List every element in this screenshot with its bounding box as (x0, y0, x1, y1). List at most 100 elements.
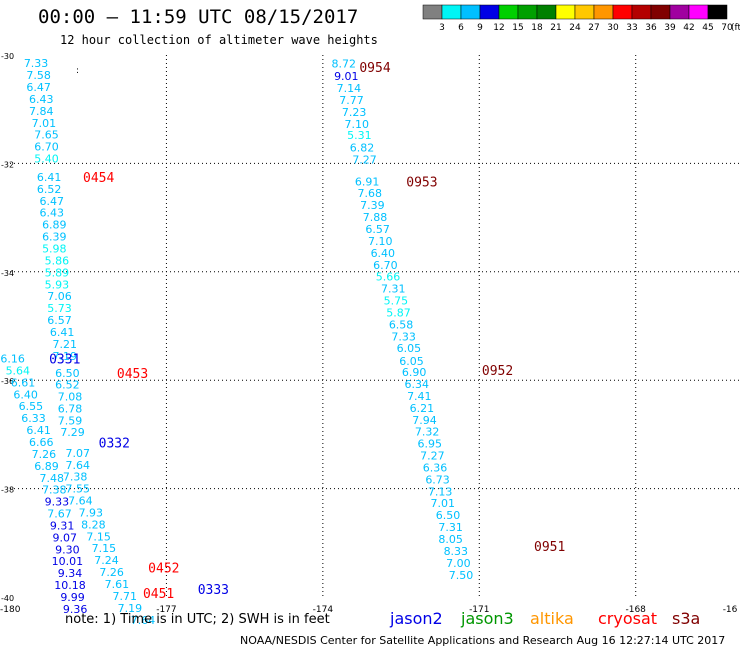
color-swatch (479, 4, 500, 20)
wave-height-value: 7.06 (47, 290, 72, 303)
satellite-jason2: jason2 (390, 609, 443, 628)
wave-height-value: 6.40 (371, 247, 396, 260)
color-swatch (688, 4, 709, 20)
color-scale-label: 45 (702, 23, 713, 33)
wave-height-value: 8.33 (444, 545, 469, 558)
wave-height-value: 6.43 (39, 207, 64, 220)
wave-height-value: 6.47 (39, 195, 64, 208)
color-scale-unit: (ft) (731, 23, 740, 33)
wave-height-value: 9.33 (45, 496, 70, 509)
pass-time-label: 0954 (359, 61, 390, 76)
x-tick-label: -177 (156, 605, 176, 615)
y-tick-label: -36 (1, 377, 14, 386)
wave-height-value: 7.94 (412, 414, 437, 427)
color-scale-label: 39 (664, 23, 676, 33)
color-scale-label: 24 (569, 23, 581, 33)
x-tick-label: -180 (0, 605, 21, 615)
wave-height-value: 7.21 (53, 338, 78, 351)
axes: -30 -32 -34 -36 -38 -40 -180 -177 -174 -171 -168 -1… (0, 52, 738, 615)
pass-time-label: 0454 (83, 171, 114, 186)
wave-height-value: 6.95 (418, 438, 443, 451)
wave-height-value: 7.29 (60, 426, 85, 439)
wave-height-value: 5.73 (47, 302, 72, 315)
wave-height-value: 5.87 (386, 306, 411, 319)
chart-title: 00:00 – 11:59 UTC 08/15/2017 (38, 6, 359, 28)
color-scale-label: 6 (458, 23, 464, 33)
wave-height-value: 6.78 (58, 402, 83, 415)
pass-time-label: 0332 (99, 437, 130, 452)
color-scale-label: 36 (645, 23, 657, 33)
wave-height-value: 6.70 (373, 259, 398, 272)
pass-time-labels: 0954 0953 0952 0951 0454 0453 0452 0451 0331 0332… (49, 61, 565, 602)
color-scale-label: 70 (721, 23, 733, 33)
wave-height-value: 7.84 (29, 105, 54, 118)
wave-height-value: 7.71 (112, 590, 137, 603)
color-swatch (612, 4, 633, 20)
wave-height-value: 7.15 (92, 542, 117, 555)
wave-height-value: 7.31 (438, 521, 463, 534)
wave-height-value: 5.40 (34, 153, 59, 166)
wave-height-value: 6.91 (355, 175, 380, 188)
pass-time-label: 0333 (198, 583, 229, 598)
wave-height-value: 5.66 (376, 271, 401, 284)
wave-height-value: 9.01 (334, 70, 359, 83)
wave-height-value: 7.23 (342, 106, 367, 119)
wave-height-value: 7.15 (86, 530, 111, 543)
wave-height-value: 6.41 (26, 424, 51, 437)
x-tick-label: -174 (313, 605, 334, 615)
color-scale-label: 33 (626, 23, 637, 33)
wave-height-value: 6.73 (425, 473, 450, 486)
wave-height-value: 7.00 (446, 557, 471, 570)
wave-height-value: 7.10 (345, 118, 370, 131)
color-swatch (498, 4, 519, 20)
wave-height-value: 7.38 (63, 471, 88, 484)
color-scale-label: 18 (531, 23, 543, 33)
wave-height-value: 6.82 (350, 142, 375, 155)
wave-height-value: 5.64 (6, 364, 31, 377)
color-swatch (669, 4, 690, 20)
wave-height-value: 6.50 (55, 367, 80, 380)
wave-height-value: 7.26 (32, 448, 57, 461)
wave-height-value: 7.58 (26, 69, 51, 82)
satellite-cryosat: cryosat (598, 609, 658, 628)
color-swatch (441, 4, 462, 20)
wave-height-value: 7.10 (368, 235, 393, 248)
satellite-altika: altika (530, 609, 574, 628)
wave-height-value: 5.93 (45, 278, 70, 291)
wave-height-value: 6.40 (13, 388, 38, 401)
wave-height-value: 6.57 (365, 223, 390, 236)
wave-height-value: 7.67 (47, 508, 72, 521)
color-scale-label: 12 (493, 23, 504, 33)
wave-height-value: 6.70 (34, 141, 59, 154)
wave-height-value: 7.39 (360, 199, 385, 212)
wave-height-points: 8.729.017.147.777.237.105.316.827.276.91… (0, 57, 473, 627)
color-swatch (422, 4, 443, 20)
color-scale-label: 9 (477, 23, 483, 33)
wave-height-value: 6.16 (0, 353, 25, 366)
chart-subtitle: 12 hour collection of altimeter wave hei… (60, 33, 378, 47)
wave-height-value: 7.01 (32, 117, 57, 130)
wave-height-value: 9.34 (58, 567, 83, 580)
stray-mark: : (76, 66, 79, 76)
wave-height-value: 7.24 (94, 554, 119, 567)
x-tick-label: -16 (723, 605, 738, 615)
footer-note: note: 1) Time is in UTC; 2) SWH is in fe… (65, 612, 330, 627)
wave-height-value: 7.65 (34, 129, 59, 142)
y-tick-label: -34 (1, 269, 14, 278)
wave-height-value: 6.33 (21, 412, 46, 425)
color-swatch (574, 4, 595, 20)
wave-height-value: 7.59 (58, 414, 83, 427)
y-tick-label: -40 (1, 594, 14, 603)
wave-height-value: 6.52 (37, 183, 62, 196)
color-scale-label: 3 (439, 23, 445, 33)
color-scale-label: 15 (512, 23, 523, 33)
wave-height-value: 5.89 (45, 266, 70, 279)
wave-height-value: 6.34 (404, 378, 429, 391)
wave-height-value: 7.26 (99, 566, 124, 579)
footer-credit: NOAA/NESDIS Center for Satellite Applica… (240, 634, 726, 647)
wave-height-value: 7.38 (42, 484, 67, 497)
pass-time-label: 0953 (406, 175, 437, 190)
